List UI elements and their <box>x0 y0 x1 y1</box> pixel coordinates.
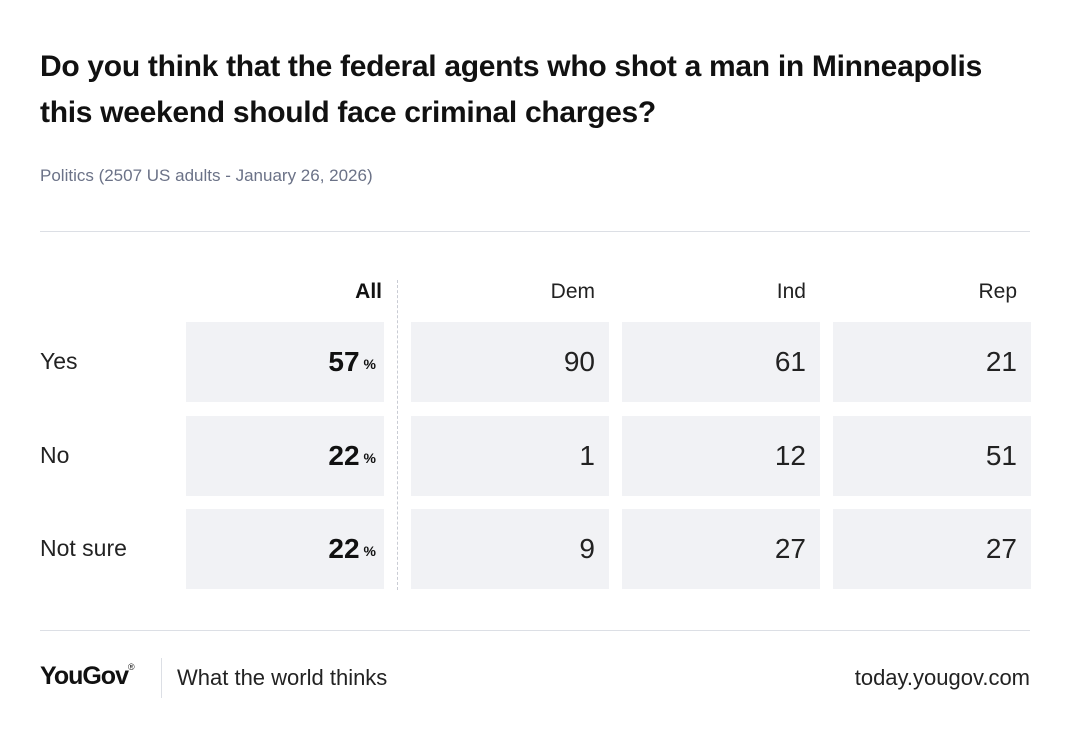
column-header-ind: Ind <box>776 280 806 303</box>
cell-value: 22 <box>328 533 360 564</box>
column-header-dem: Dem <box>550 280 595 303</box>
cell-value: 22 <box>328 440 360 471</box>
tagline: What the world thinks <box>177 665 388 690</box>
site-link[interactable]: today.yougov.com <box>854 665 1030 690</box>
cell-yes-ind: 61 <box>622 322 820 402</box>
cell-not-sure-rep: 27 <box>833 509 1031 589</box>
cell-no-all: 22% <box>186 416 384 496</box>
cell-not-sure-dem: 9 <box>411 509 609 589</box>
cell-value: 12 <box>774 440 806 471</box>
brand-name: YouGov <box>40 662 129 690</box>
percent-sign: % <box>363 356 376 372</box>
cell-value: 27 <box>774 533 806 564</box>
footer-separator <box>161 658 162 698</box>
brand-registered-mark: ® <box>127 662 135 672</box>
percent-sign: % <box>363 543 376 559</box>
cell-yes-rep: 21 <box>833 322 1031 402</box>
cell-value: 57 <box>328 346 360 377</box>
cell-value: 51 <box>985 440 1017 471</box>
cell-not-sure-all: 22% <box>186 509 384 589</box>
row-label-yes: Yes <box>40 348 78 374</box>
cell-not-sure-ind: 27 <box>622 509 820 589</box>
cell-value: 1 <box>579 440 595 471</box>
column-header-rep: Rep <box>978 280 1017 303</box>
yougov-logo: YouGov® <box>40 662 135 691</box>
top-divider <box>40 231 1030 232</box>
row-label-no: No <box>40 442 70 468</box>
cell-value: 9 <box>579 533 595 564</box>
column-header-all: All <box>355 280 382 303</box>
chart-subtitle: Politics (2507 US adults - January 26, 2… <box>40 166 373 185</box>
percent-sign: % <box>363 450 376 466</box>
cell-value: 90 <box>563 346 595 377</box>
row-label-not-sure: Not sure <box>40 535 127 561</box>
all-column-divider <box>397 280 398 590</box>
chart-title: Do you think that the federal agents who… <box>40 50 982 129</box>
cell-value: 21 <box>985 346 1017 377</box>
cell-value: 27 <box>985 533 1017 564</box>
cell-yes-dem: 90 <box>411 322 609 402</box>
cell-value: 61 <box>774 346 806 377</box>
bottom-divider <box>40 630 1030 631</box>
cell-no-ind: 12 <box>622 416 820 496</box>
cell-no-rep: 51 <box>833 416 1031 496</box>
cell-yes-all: 57% <box>186 322 384 402</box>
cell-no-dem: 1 <box>411 416 609 496</box>
